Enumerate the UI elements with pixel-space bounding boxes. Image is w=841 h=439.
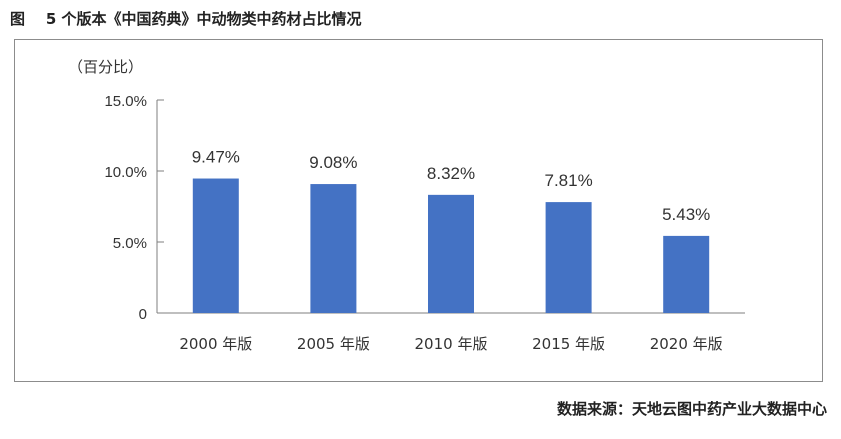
x-tick-label: 2015 年版: [532, 335, 605, 353]
y-tick-label: 5.0%: [113, 235, 147, 252]
bar: [663, 235, 710, 313]
bar: [428, 194, 474, 313]
chart-frame: [14, 39, 823, 382]
x-axis: 2000 年版 2005 年版 2010 年版 2015 年版 2020 年版: [157, 312, 745, 353]
y-tick-label: 10.0%: [104, 164, 147, 181]
bar: [192, 178, 239, 313]
bar: [545, 202, 592, 313]
x-tick-label: 2010 年版: [415, 335, 488, 353]
x-tick-label: 2000 年版: [179, 335, 252, 353]
x-tick-label: 2020 年版: [650, 335, 723, 353]
y-tick-label: 0: [139, 306, 147, 323]
y-tick-label: 15.0%: [104, 93, 147, 110]
data-label: 9.08%: [309, 153, 357, 172]
data-label: 8.32%: [427, 164, 475, 183]
bar: [310, 184, 357, 313]
x-tick-label: 2005 年版: [297, 335, 370, 353]
figure-title: 图 5 个版本《中国药典》中动物类中药材占比情况: [10, 10, 362, 28]
data-label: 5.43%: [662, 205, 710, 224]
y-axis-unit-label: （百分比）: [68, 58, 143, 76]
bars: 9.47% 9.08% 8.32% 7.81% 5.43%: [192, 148, 710, 313]
data-source-note: 数据来源：天地云图中药产业大数据中心: [556, 400, 827, 418]
data-label: 7.81%: [544, 171, 592, 190]
y-axis: 0 5.0% 10.0% 15.0%: [104, 93, 164, 323]
data-label: 9.47%: [192, 148, 240, 167]
